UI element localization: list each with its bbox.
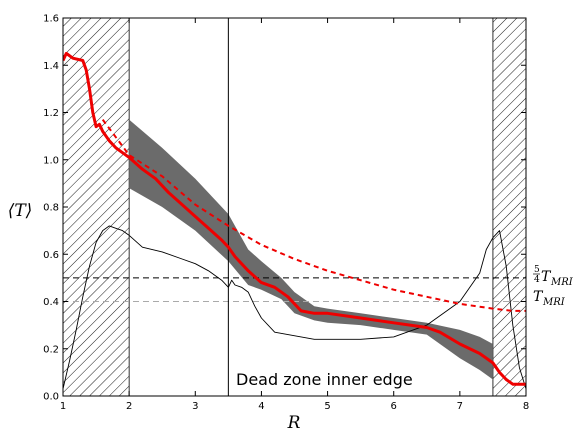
x-tick-label: 5	[324, 401, 330, 412]
y-tick-label: 0.8	[43, 203, 59, 214]
y-tick-label: 1.6	[43, 14, 59, 25]
threshold-lower-subscript: MRI	[542, 297, 566, 308]
series-dashed-red	[101, 119, 526, 312]
y-tick-label: 1.0	[43, 155, 59, 166]
x-tick-label: 2	[126, 401, 132, 412]
x-tick-label: 4	[258, 401, 264, 412]
y-axis-label: ⟨T⟩	[8, 201, 33, 221]
threshold-upper-subscript: MRI	[550, 277, 574, 288]
x-tick-label: 8	[523, 401, 529, 412]
x-tick-label: 6	[391, 401, 397, 412]
y-tick-label: 0.0	[43, 392, 59, 403]
hatched-region-1	[492, 17, 527, 397]
y-tick-label: 0.2	[43, 344, 59, 355]
threshold-upper-symbol: T	[541, 269, 552, 285]
series-thin-black	[63, 225, 526, 390]
dead-zone-annotation: Dead zone inner edge	[236, 370, 413, 389]
y-tick-label: 0.4	[43, 297, 59, 308]
threshold-label-upper: 5 4 T MRI	[533, 265, 574, 288]
x-tick-label: 3	[192, 401, 198, 412]
y-tick-label: 1.4	[43, 61, 59, 72]
y-tick-label: 0.6	[43, 250, 59, 261]
x-tick-label: 1	[60, 401, 66, 412]
threshold-upper-fraction-num: 5	[534, 265, 540, 275]
x-tick-label: 7	[457, 401, 463, 412]
threshold-label-lower: T MRI	[533, 289, 566, 308]
threshold-upper-fraction-den: 4	[534, 275, 540, 285]
series-solid-red-thick	[63, 51, 526, 386]
x-axis-label: R	[287, 413, 301, 433]
threshold-lower-symbol: T	[533, 289, 544, 305]
hatched-region-0	[62, 17, 130, 397]
y-tick-label: 1.2	[43, 108, 59, 119]
uncertainty-band	[129, 119, 493, 380]
